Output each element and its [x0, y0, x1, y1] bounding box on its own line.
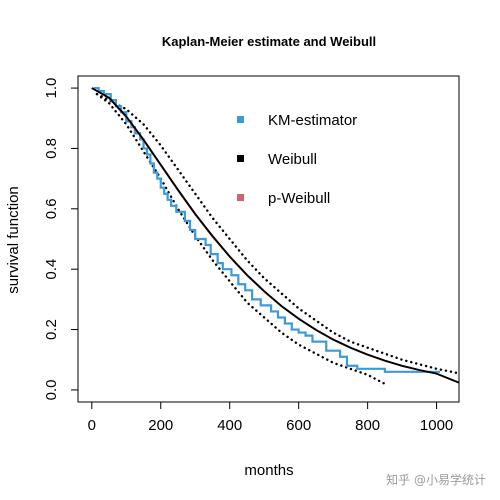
y-tick-label: 0.4: [43, 259, 60, 280]
x-axis-label: months: [244, 462, 293, 479]
y-axis: 0.0 0.2 0.4 0.6 0.8 1.0: [43, 78, 78, 400]
y-tick-label: 0.0: [43, 379, 60, 400]
confidence-band-line: [95, 92, 459, 375]
y-tick-label: 0.8: [43, 138, 60, 159]
x-tick-label: 200: [148, 417, 173, 434]
weibull-line: [91, 87, 459, 384]
p-weibull-line: [91, 87, 459, 384]
confidence-band-line: [95, 92, 387, 386]
y-tick-label: 1.0: [43, 78, 60, 99]
chart-title: Kaplan-Meier estimate and Weibull: [162, 34, 376, 49]
series-layer: [91, 86, 459, 386]
y-axis-label: survival function: [5, 186, 22, 294]
x-tick-label: 600: [286, 417, 311, 434]
legend-label: KM-estimator: [268, 112, 357, 129]
km-estimator-line: [93, 86, 441, 373]
y-tick-label: 0.6: [43, 198, 60, 219]
plot-frame: [77, 75, 460, 403]
legend: KM-estimator Weibull p-Weibull: [237, 112, 357, 207]
x-tick-label: 400: [217, 417, 242, 434]
y-tick-label: 0.2: [43, 319, 60, 340]
x-tick-label: 1000: [420, 417, 453, 434]
legend-label: p-Weibull: [268, 190, 330, 207]
legend-swatch: [237, 194, 244, 201]
legend-label: Weibull: [268, 151, 317, 168]
x-tick-label: 0: [88, 417, 96, 434]
legend-swatch: [237, 116, 244, 123]
x-axis: 0 200 400 600 800 1000: [88, 402, 453, 434]
x-tick-label: 800: [355, 417, 380, 434]
legend-swatch: [237, 155, 244, 162]
watermark: 知乎 @小易学统计: [386, 473, 486, 487]
